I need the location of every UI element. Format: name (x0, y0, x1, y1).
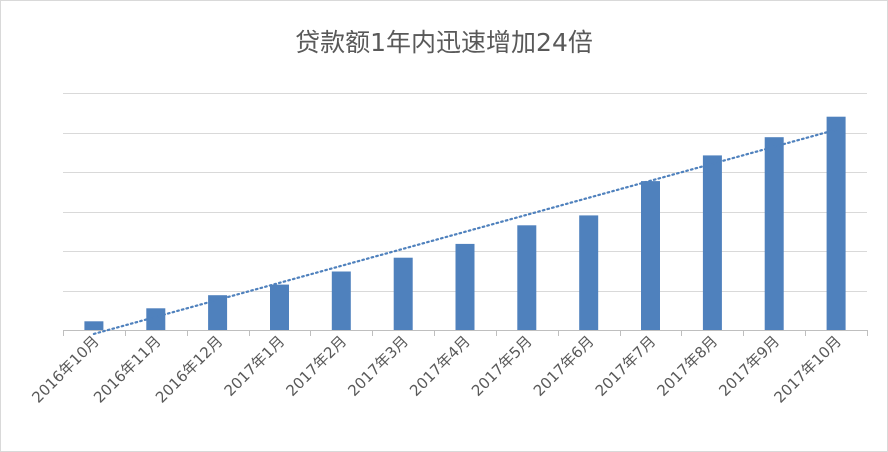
x-tick-label: 2017年9月 (715, 332, 783, 400)
bar (146, 308, 166, 330)
x-tick-label: 2017年4月 (406, 332, 474, 400)
bar (393, 257, 413, 330)
x-tick-label: 2016年12月 (152, 332, 226, 406)
bar (517, 225, 537, 330)
bar (702, 155, 722, 330)
bar (826, 116, 846, 330)
bar (208, 295, 228, 330)
bar (641, 181, 660, 330)
x-tick-label: 2017年1月 (221, 332, 289, 400)
chart-title: 贷款额1年内迅速增加24倍 (295, 28, 593, 57)
x-tick-label: 2017年7月 (592, 332, 660, 400)
bar (84, 321, 104, 330)
x-tick-label: 2017年10月 (770, 332, 844, 406)
bar (331, 271, 351, 330)
x-tick-label: 2017年2月 (282, 332, 350, 400)
bar (579, 215, 599, 330)
x-tick-label: 2017年6月 (530, 332, 598, 400)
x-tick-label: 2017年5月 (468, 332, 536, 400)
bar (270, 284, 289, 330)
x-tick-label: 2017年8月 (654, 332, 722, 400)
x-tick-label: 2017年3月 (344, 332, 412, 400)
bar (764, 137, 784, 330)
trendline (92, 128, 838, 335)
bar (455, 243, 475, 330)
